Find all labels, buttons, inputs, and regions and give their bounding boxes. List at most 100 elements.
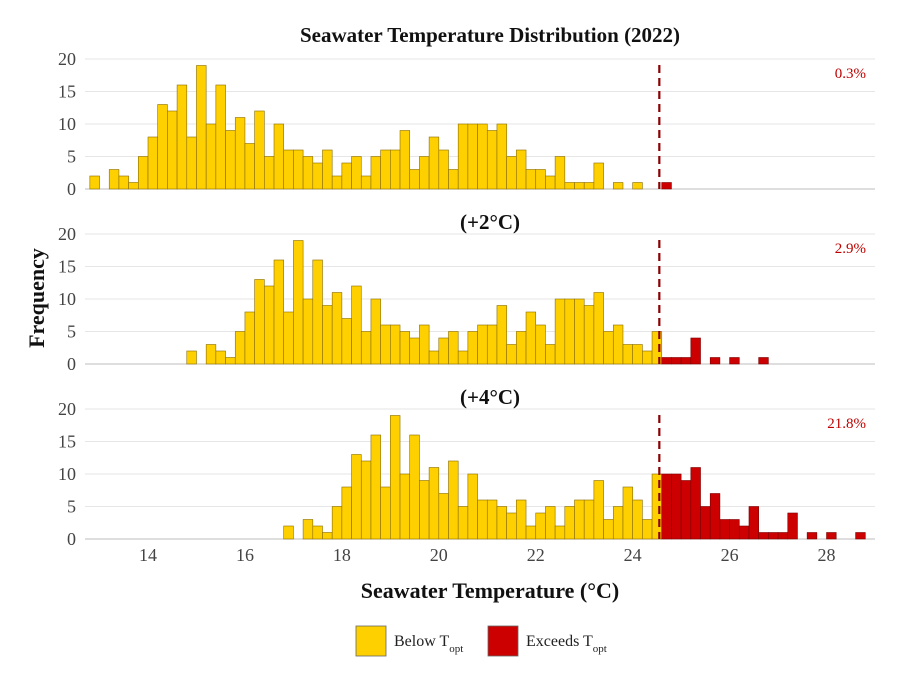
y-tick-label: 10 [58, 289, 76, 309]
bar-below [477, 499, 488, 540]
bar-below [554, 298, 566, 365]
bar-exceeds [680, 480, 692, 540]
bar-below [302, 156, 314, 190]
bar-below [312, 259, 323, 365]
bar-below [360, 175, 372, 190]
x-tick-label: 26 [721, 545, 739, 565]
y-axis-title: Frequency [24, 248, 49, 348]
x-tick-label: 24 [624, 545, 642, 565]
bar-below [496, 506, 507, 540]
bar-below [574, 499, 585, 540]
y-tick-label: 0 [67, 179, 76, 199]
bar-below [419, 480, 430, 540]
bar-below [351, 156, 362, 190]
x-tick-label: 14 [139, 545, 157, 565]
panel-title: Seawater Temperature Distribution (2022) [300, 23, 680, 47]
bar-exceeds [738, 525, 750, 540]
bar-below [399, 473, 411, 540]
bar-below [496, 123, 507, 190]
bar-below [448, 331, 459, 365]
y-tick-label: 20 [58, 399, 76, 419]
bar-below [293, 149, 304, 190]
bar-below [583, 182, 595, 190]
bar-exceeds [690, 467, 701, 540]
bar-below [457, 506, 469, 540]
bar-below [593, 292, 604, 365]
bar-below [399, 331, 411, 365]
bar-below [467, 473, 478, 540]
bar-below [225, 130, 236, 190]
exceed-percentage: 2.9% [835, 241, 866, 257]
bar-exceeds [661, 473, 672, 540]
bar-below [564, 506, 575, 540]
bar-below [302, 298, 314, 365]
bar-below [409, 337, 420, 365]
bar-below [535, 324, 546, 365]
bar-below [196, 65, 207, 190]
bar-below [428, 350, 440, 365]
bar-exceeds [768, 532, 779, 540]
bar-below [322, 532, 333, 540]
bar-below [341, 486, 352, 540]
bar-below [593, 480, 604, 540]
bar-below [283, 149, 294, 190]
panel-1: 0 5 10 15 20 (+2°C) 2.9% [58, 210, 875, 374]
bar-below [283, 525, 294, 540]
bar-below [225, 357, 236, 365]
bar-below [603, 331, 614, 365]
y-tick-label: 20 [58, 49, 76, 69]
bar-below [545, 506, 556, 540]
bar-below [535, 169, 546, 190]
bar-below [244, 143, 255, 190]
bar-below [438, 493, 449, 540]
bar-below [506, 512, 517, 540]
y-tick-label: 0 [67, 354, 76, 374]
bar-below [167, 110, 178, 190]
y-tick-label: 5 [67, 147, 76, 167]
bar-below [157, 104, 168, 190]
panel-title: (+2°C) [460, 210, 520, 234]
bar-below [360, 460, 372, 540]
bar-below [244, 311, 255, 365]
bar-below [293, 240, 304, 365]
bar-below [612, 324, 624, 365]
bar-exceeds [661, 357, 672, 365]
bar-below [186, 136, 197, 190]
bar-below [322, 149, 333, 190]
bar-exceeds [661, 182, 672, 190]
bar-exceeds [777, 532, 789, 540]
bar-below [486, 324, 498, 365]
bar-below [554, 156, 566, 190]
bar-below [360, 331, 372, 365]
bar-below [564, 182, 575, 190]
bar-below [176, 84, 188, 190]
exceed-percentage: 0.3% [835, 66, 866, 82]
bar-exceeds [806, 532, 818, 540]
bar-exceeds [758, 532, 769, 540]
x-tick-label: 20 [430, 545, 448, 565]
bar-exceeds [787, 512, 798, 540]
bar-below [457, 123, 469, 190]
y-tick-label: 15 [58, 432, 76, 452]
bar-below [554, 525, 566, 540]
bar-below [525, 525, 537, 540]
bar-below [380, 324, 391, 365]
bar-below [612, 182, 624, 190]
bar-exceeds [709, 357, 721, 365]
y-tick-label: 20 [58, 224, 76, 244]
bar-below [438, 337, 449, 365]
bar-below [380, 149, 391, 190]
x-axis-title: Seawater Temperature (°C) [361, 578, 620, 603]
bar-below [409, 169, 420, 190]
bar-below [564, 298, 575, 365]
bar-below [419, 324, 430, 365]
bar-below [380, 486, 391, 540]
panel-0: 0 5 10 15 20 Seawater Temperature Distributio… [58, 23, 875, 199]
bar-below [312, 525, 323, 540]
bar-below [273, 259, 285, 365]
bar-below [477, 324, 488, 365]
y-tick-label: 5 [67, 497, 76, 517]
bar-below [535, 512, 546, 540]
bar-below [234, 331, 246, 365]
bar-below [186, 350, 197, 365]
